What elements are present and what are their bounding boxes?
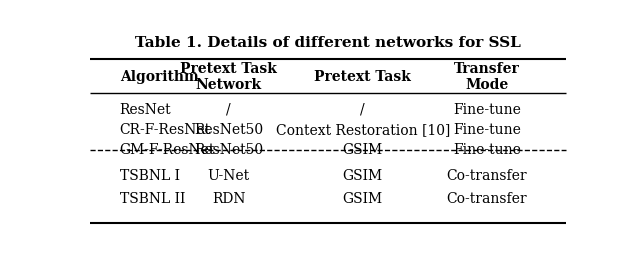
Text: ResNet50: ResNet50 (194, 123, 264, 137)
Text: GSIM: GSIM (342, 192, 383, 206)
Text: Pretext Task
Network: Pretext Task Network (180, 62, 277, 92)
Text: /: / (227, 103, 231, 117)
Text: Pretext Task: Pretext Task (314, 70, 411, 84)
Text: U-Net: U-Net (208, 169, 250, 183)
Text: Algorithm: Algorithm (120, 70, 198, 84)
Text: ResNet: ResNet (120, 103, 172, 117)
Text: Transfer
Mode: Transfer Mode (454, 62, 520, 92)
Text: TSBNL II: TSBNL II (120, 192, 185, 206)
Text: CR-F-ResNet: CR-F-ResNet (120, 123, 211, 137)
Text: GM-F-ResNet: GM-F-ResNet (120, 143, 215, 157)
Text: Context Restoration [10]: Context Restoration [10] (276, 123, 450, 137)
Text: Table 1. Details of different networks for SSL: Table 1. Details of different networks f… (135, 36, 521, 50)
Text: Co-transfer: Co-transfer (447, 169, 527, 183)
Text: Fine-tune: Fine-tune (452, 103, 521, 117)
Text: TSBNL I: TSBNL I (120, 169, 180, 183)
Text: GSIM: GSIM (342, 169, 383, 183)
Text: Fine-tune: Fine-tune (452, 143, 521, 157)
Text: RDN: RDN (212, 192, 246, 206)
Text: ResNet50: ResNet50 (194, 143, 264, 157)
Text: /: / (360, 103, 365, 117)
Text: Co-transfer: Co-transfer (447, 192, 527, 206)
Text: Fine-tune: Fine-tune (452, 123, 521, 137)
Text: GSIM: GSIM (342, 143, 383, 157)
